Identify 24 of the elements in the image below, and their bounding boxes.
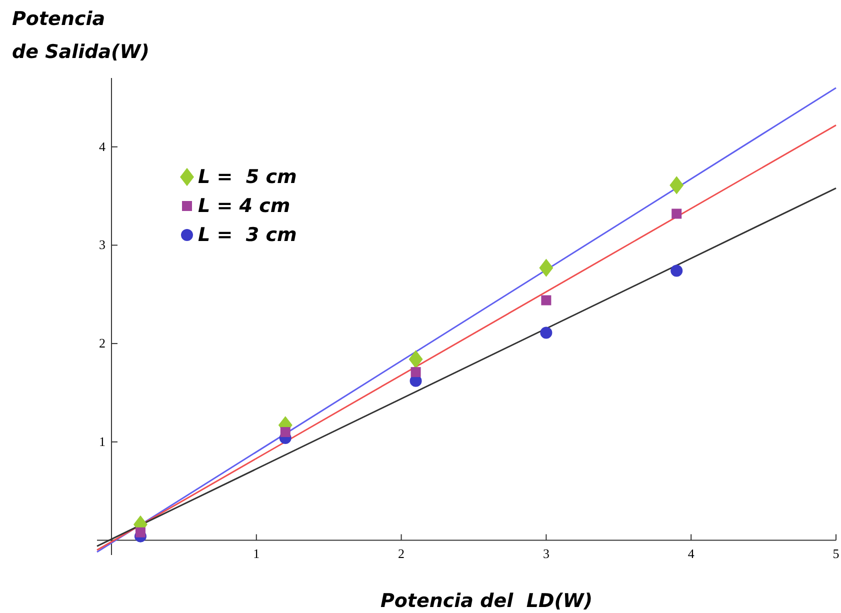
y-axis-title: Potencia de Salida(W) [12,8,150,63]
point [670,264,683,277]
legend-label: L = 3 cm [198,224,297,246]
legend-label: L = 5 cm [198,166,297,188]
point [541,295,552,306]
y-tick-label: 4 [98,138,106,154]
point [672,208,682,219]
point [670,176,684,194]
point [539,258,554,277]
point [135,527,146,538]
y-tick-label: 2 [98,336,106,351]
point [280,427,290,438]
legend-label: L = 4 cm [198,195,290,217]
x-tick-label: 4 [688,546,695,562]
x-tick-label: 1 [253,546,260,562]
point [408,350,423,368]
y-tick-label: 1 [98,434,106,449]
point [540,326,552,339]
point [410,367,421,378]
x-tick-label: 2 [398,546,405,562]
x-tick-label: 3 [542,546,550,562]
x-tick-label: 5 [832,546,840,562]
y-tick-label: 3 [98,237,106,252]
x-axis-title: Potencia del LD(W) [380,590,593,612]
